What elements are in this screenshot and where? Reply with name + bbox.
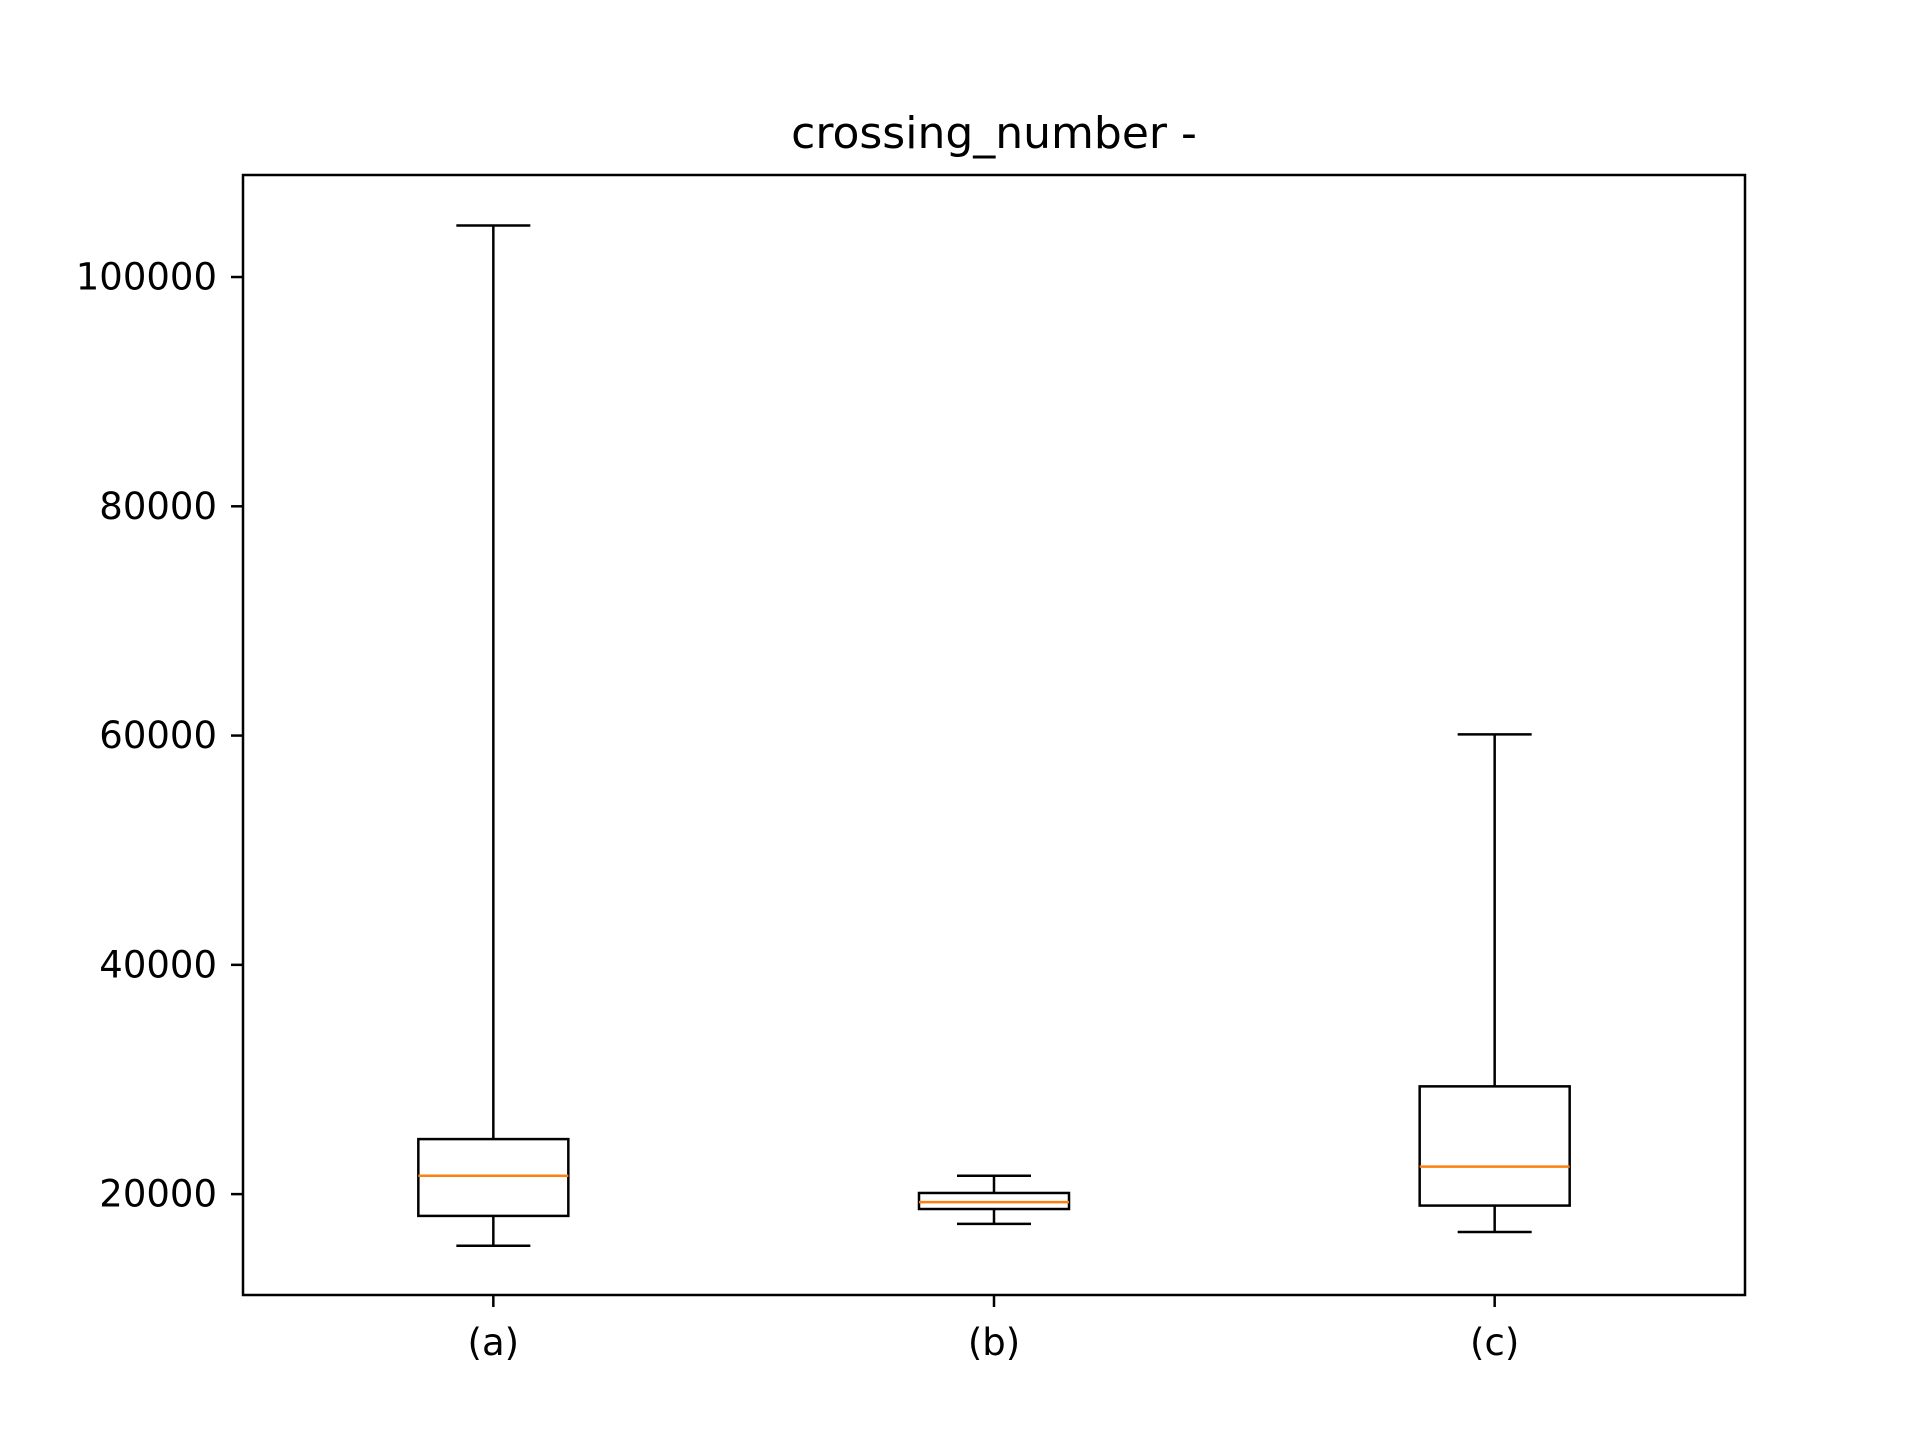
y-tick-label: 100000 bbox=[76, 256, 217, 299]
box-body bbox=[417, 1137, 570, 1218]
y-tick-label: 20000 bbox=[99, 1173, 217, 1216]
y-tick-label: 40000 bbox=[99, 943, 217, 986]
chart-title: crossing_number - bbox=[791, 108, 1197, 159]
y-tick-label: 60000 bbox=[99, 714, 217, 757]
x-tick-label: (c) bbox=[1470, 1321, 1519, 1364]
y-tick-label: 80000 bbox=[99, 485, 217, 528]
x-tick-label: (b) bbox=[968, 1321, 1020, 1364]
box-body bbox=[1418, 1085, 1571, 1207]
x-tick-label: (a) bbox=[468, 1321, 520, 1364]
